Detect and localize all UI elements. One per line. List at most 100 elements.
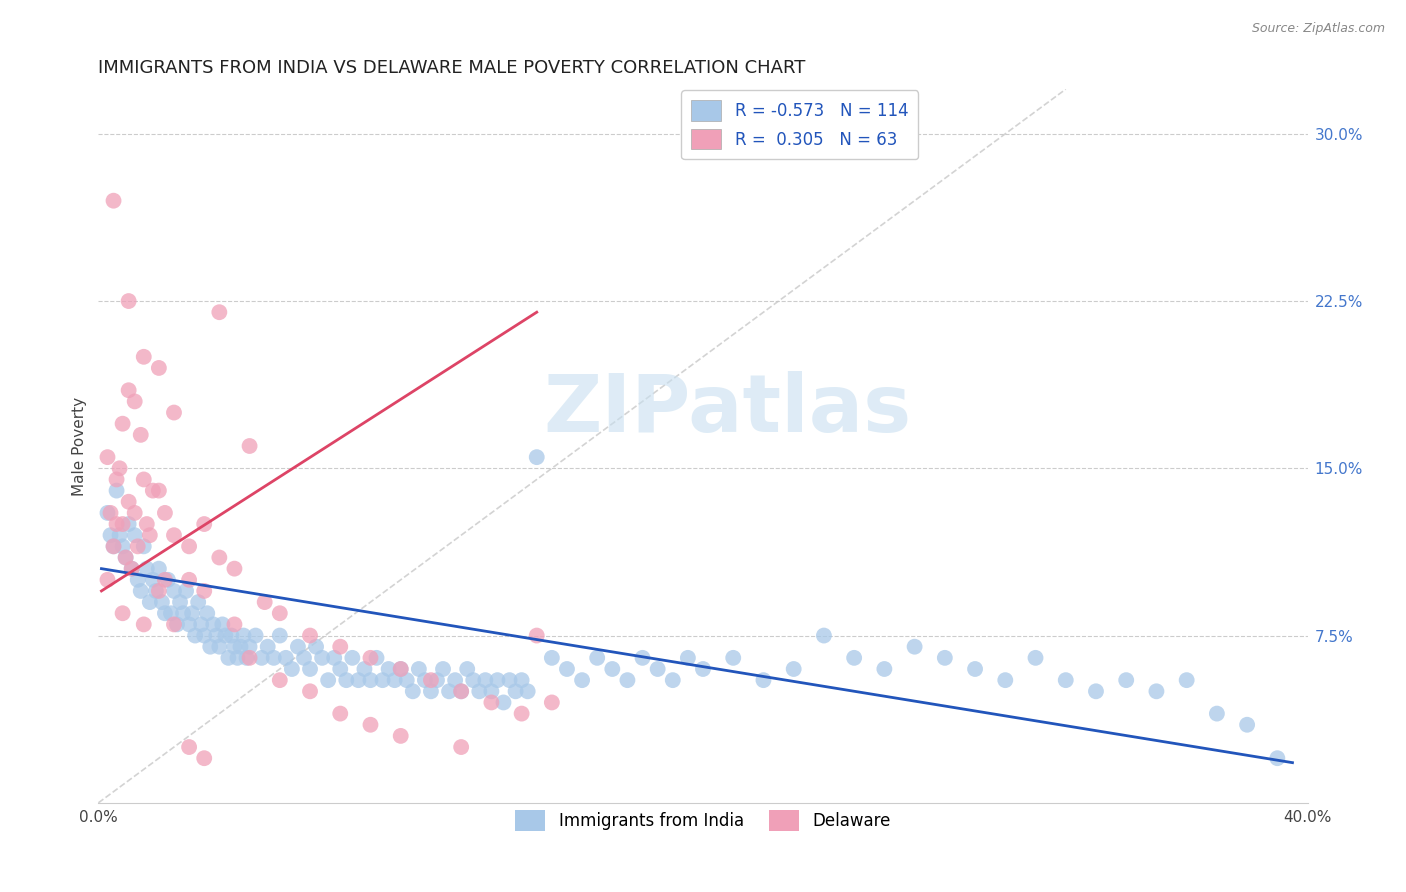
Point (256, 640, 278, 654)
Text: Source: ZipAtlas.com: Source: ZipAtlas.com (1251, 22, 1385, 36)
Point (676, 651, 699, 665)
Point (450, 740, 472, 755)
Point (163, 583, 186, 598)
Point (129, 427, 152, 442)
Point (174, 583, 197, 598)
Point (132, 350, 155, 364)
Point (432, 662, 454, 676)
Point (263, 651, 285, 665)
Point (965, 662, 987, 676)
Point (160, 607, 183, 621)
Point (121, 562, 143, 576)
Point (105, 516, 128, 531)
Point (413, 673, 436, 687)
Point (184, 628, 207, 642)
Point (156, 573, 179, 587)
Point (211, 617, 233, 632)
Point (118, 494, 141, 508)
Point (426, 673, 449, 687)
Point (1175, 673, 1198, 687)
Point (221, 628, 243, 642)
Point (202, 617, 225, 632)
Point (661, 673, 683, 687)
Point (904, 640, 927, 654)
Point (179, 539, 201, 553)
Point (245, 628, 267, 642)
Point (135, 562, 157, 576)
Point (179, 573, 201, 587)
Point (934, 651, 956, 665)
Point (360, 651, 382, 665)
Point (148, 562, 170, 576)
Point (214, 628, 236, 642)
Point (366, 651, 388, 665)
Point (224, 640, 246, 654)
Point (420, 673, 443, 687)
Point (172, 607, 194, 621)
Point (347, 673, 370, 687)
Point (208, 640, 231, 654)
Point (111, 417, 134, 431)
Point (360, 673, 382, 687)
Point (299, 628, 322, 642)
Point (190, 617, 212, 632)
Point (124, 528, 146, 542)
Point (384, 673, 406, 687)
Point (1024, 651, 1046, 665)
Point (873, 662, 896, 676)
Point (450, 684, 472, 698)
Point (153, 607, 176, 621)
Point (135, 516, 157, 531)
Point (179, 740, 201, 755)
Point (408, 662, 430, 676)
Point (145, 583, 167, 598)
Point (994, 673, 1017, 687)
Point (1115, 673, 1137, 687)
Point (193, 628, 215, 642)
Point (235, 651, 257, 665)
Point (360, 717, 382, 731)
Point (224, 562, 246, 576)
Point (510, 673, 533, 687)
Point (844, 651, 866, 665)
Point (118, 384, 141, 398)
Point (105, 473, 128, 487)
Point (250, 651, 273, 665)
Point (516, 684, 538, 698)
Point (200, 640, 222, 654)
Point (371, 673, 394, 687)
Point (647, 662, 669, 676)
Point (96, 573, 118, 587)
Point (444, 673, 467, 687)
Point (96, 450, 118, 464)
Point (463, 673, 485, 687)
Point (299, 684, 322, 698)
Point (402, 684, 425, 698)
Point (377, 662, 399, 676)
Point (163, 405, 186, 419)
Point (100, 506, 122, 520)
Point (132, 539, 155, 553)
Point (274, 651, 297, 665)
Y-axis label: Male Poverty: Male Poverty (72, 396, 87, 496)
Point (631, 651, 654, 665)
Point (224, 617, 246, 632)
Point (498, 673, 520, 687)
Point (323, 651, 346, 665)
Point (100, 528, 122, 542)
Point (148, 360, 170, 375)
Point (166, 617, 188, 632)
Point (181, 607, 204, 621)
Point (153, 573, 176, 587)
Point (329, 706, 352, 721)
Point (239, 651, 262, 665)
Point (474, 673, 496, 687)
Point (127, 539, 149, 553)
Point (108, 461, 131, 475)
Point (217, 651, 239, 665)
Point (311, 651, 333, 665)
Point (142, 573, 165, 587)
Point (103, 194, 125, 208)
Point (342, 651, 364, 665)
Point (111, 516, 134, 531)
